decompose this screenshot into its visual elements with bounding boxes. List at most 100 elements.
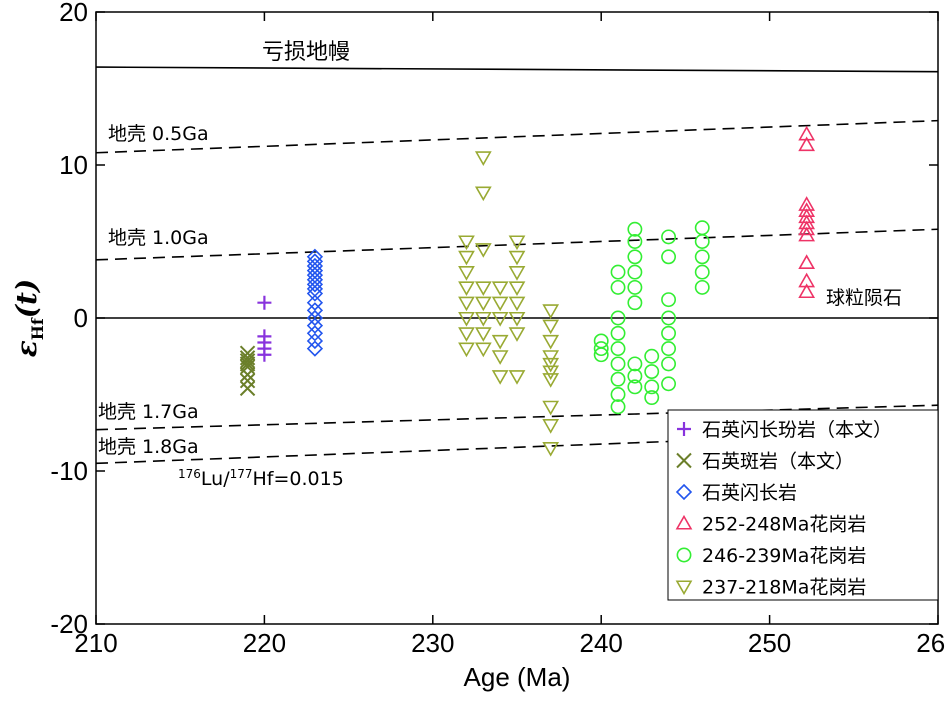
data-point-s5-8 <box>610 341 626 357</box>
legend-marker-3 <box>675 483 693 501</box>
data-point-s5-3 <box>593 347 609 363</box>
data-point-s6-2 <box>458 250 475 266</box>
anno-crust-1-8ga: 地壳 1.8Ga <box>98 436 199 458</box>
anno-crust-1-7ga: 地壳 1.7Ga <box>98 401 199 423</box>
y-label-t: (t) <box>10 279 43 318</box>
data-point-s6-36 <box>542 365 560 381</box>
anno-crust-0-5ga: 地壳 0.5Ga <box>108 123 209 145</box>
data-point-s6-4 <box>458 281 475 297</box>
data-point-s6-38 <box>542 400 560 416</box>
data-point-s6-30 <box>508 370 526 385</box>
data-point-s3-8 <box>306 309 324 327</box>
data-point-s6-32 <box>542 319 560 335</box>
data-point-s5-5 <box>610 279 626 295</box>
data-point-s2-5 <box>239 373 256 389</box>
data-point-s3-6 <box>306 294 324 311</box>
series-1 <box>257 295 272 362</box>
data-point-s5-2 <box>593 341 609 357</box>
data-point-s6-10 <box>474 186 492 202</box>
reference-line-6 <box>96 430 938 465</box>
data-point-s6-3 <box>458 266 475 281</box>
data-point-s5-29 <box>661 310 677 326</box>
data-point-s6-6 <box>458 311 475 327</box>
legend-marker-5 <box>676 547 692 563</box>
reference-line-1 <box>96 66 938 73</box>
legend-box <box>667 409 939 601</box>
data-point-s6-15 <box>474 327 492 342</box>
data-point-s6-1 <box>458 235 475 251</box>
y-tick-label: 10 <box>59 150 88 180</box>
data-point-s6-9 <box>474 151 492 166</box>
data-point-s5-6 <box>610 310 626 326</box>
y-label-hf: Hf <box>28 317 47 340</box>
data-point-s5-38 <box>694 279 710 295</box>
data-point-s6-27 <box>508 296 526 312</box>
data-point-s6-24 <box>508 250 526 266</box>
data-point-s5-7 <box>610 325 626 341</box>
data-point-s6-34 <box>542 350 560 365</box>
data-point-s6-35 <box>542 357 560 373</box>
data-point-s5-17 <box>627 279 643 295</box>
data-point-s6-22 <box>491 370 509 385</box>
data-point-s5-22 <box>644 348 660 364</box>
data-point-s5-28 <box>661 292 677 308</box>
legend-label-1: 石英闪长玢岩（本文） <box>702 419 892 441</box>
data-point-s6-16 <box>474 342 492 358</box>
data-point-s5-27 <box>661 249 677 265</box>
data-point-s3-15 <box>306 271 324 288</box>
data-point-s6-11 <box>474 243 492 258</box>
x-tick-label: 210 <box>74 628 117 658</box>
x-tick-label: 260 <box>916 628 945 658</box>
data-point-s5-4 <box>610 264 626 280</box>
data-point-s5-30 <box>661 325 677 341</box>
data-point-s5-21 <box>627 379 643 395</box>
data-point-s6-8 <box>458 342 475 358</box>
lu-hf-sup-176: 176 <box>178 467 201 481</box>
data-point-s5-15 <box>627 249 643 265</box>
anno-depleted-mantle: 亏损地幔 <box>262 40 350 65</box>
reference-line-3 <box>96 228 938 261</box>
data-point-s4-11 <box>798 283 816 299</box>
reference-line-5 <box>96 404 938 431</box>
data-point-s5-20 <box>627 368 643 384</box>
legend-marker-4 <box>675 514 693 530</box>
data-point-s5-12 <box>610 399 626 415</box>
lu-hf-sup-177: 177 <box>230 467 253 481</box>
data-point-s3-7 <box>306 302 324 319</box>
data-point-s5-25 <box>644 390 660 406</box>
data-point-s5-37 <box>694 264 710 280</box>
data-point-s3-12 <box>306 340 324 357</box>
x-axis-label: Age (Ma) <box>464 662 571 692</box>
data-point-s5-18 <box>627 295 643 311</box>
data-point-s6-13 <box>474 296 492 312</box>
legend-marker-2 <box>676 452 692 469</box>
data-point-s6-23 <box>508 235 526 251</box>
legend-label-5: 246-239Ma花岗岩 <box>702 545 866 567</box>
x-tick-label: 230 <box>411 628 454 658</box>
data-point-s5-14 <box>627 234 643 249</box>
data-point-s3-10 <box>306 325 324 342</box>
data-point-s5-35 <box>694 234 710 249</box>
data-point-s4-7 <box>798 220 816 236</box>
legend: 石英闪长玢岩（本文） 石英斑岩（本文） 石英闪长岩 252-248Ma花岗岩 246-2… <box>667 409 939 601</box>
legend-marker-6 <box>675 580 693 596</box>
series-2 <box>239 345 256 397</box>
data-point-s6-19 <box>491 311 509 327</box>
data-point-s5-32 <box>661 356 677 372</box>
svg-text:εHf(t): εHf(t) <box>10 279 47 357</box>
data-point-s5-33 <box>661 376 677 392</box>
data-point-s6-37 <box>542 373 560 388</box>
data-point-s6-31 <box>542 304 560 319</box>
data-point-s1-5 <box>257 347 272 362</box>
data-point-s5-16 <box>627 264 643 280</box>
data-point-s3-11 <box>306 332 324 350</box>
y-axis-label: εHf(t) <box>10 279 47 357</box>
data-point-s5-10 <box>610 371 626 387</box>
series-3 <box>306 248 324 357</box>
y-tick-label: 20 <box>59 0 88 27</box>
anno-chondrite: 球粒陨石 <box>826 287 902 309</box>
y-tick-label: -10 <box>50 456 88 486</box>
x-tick-label: 220 <box>243 628 286 658</box>
data-point-s6-5 <box>458 296 475 312</box>
